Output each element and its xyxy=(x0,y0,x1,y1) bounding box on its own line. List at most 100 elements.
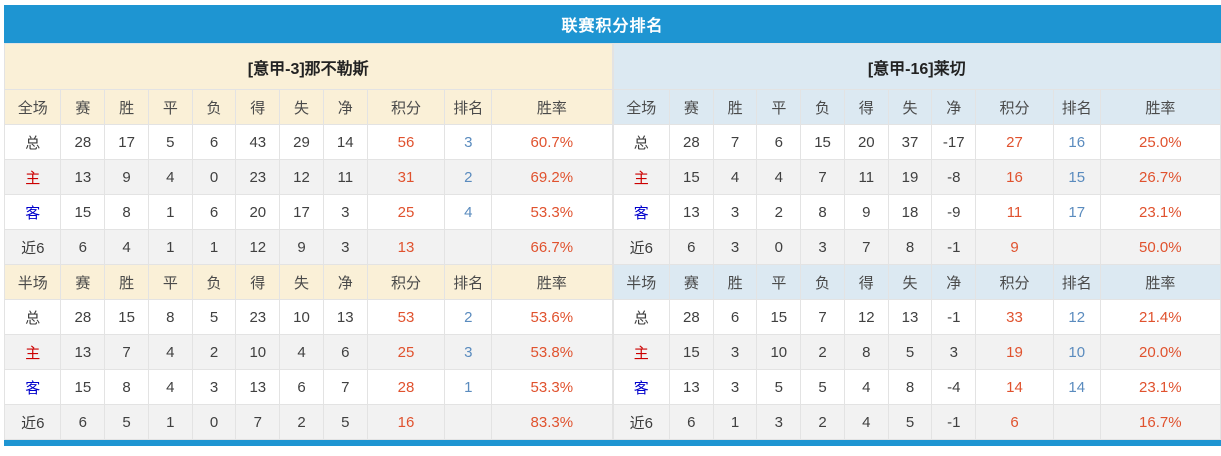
stat-cell: 1 xyxy=(147,229,193,265)
stat-cell: 8 xyxy=(104,369,149,405)
stat-cell: 4 xyxy=(756,159,802,195)
stat-cell: 5 xyxy=(322,404,368,440)
stat-cell: 13 xyxy=(887,299,933,335)
stat-row-away: 客 15 8 4 3 13 6 7 28 1 53.3% xyxy=(3,369,613,405)
winrate-cell: 53.8% xyxy=(491,334,613,370)
stat-cell: 1 xyxy=(712,404,758,440)
row-label: 近6 xyxy=(612,229,670,265)
points-cell: 25 xyxy=(366,334,446,370)
rank-cell: 3 xyxy=(444,334,493,370)
rank-cell: 16 xyxy=(1052,124,1101,160)
stat-cell: 6 xyxy=(191,194,237,230)
stat-cell: 5 xyxy=(800,369,845,405)
winrate-cell: 26.7% xyxy=(1099,159,1221,195)
rank-cell: 3 xyxy=(444,124,493,160)
stat-cell: 8 xyxy=(887,369,933,405)
stat-row-away: 客 13 3 5 5 4 8 -4 14 14 23.1% xyxy=(612,369,1221,405)
team-tables-container: [意甲-3]那不勒斯 全场赛胜平负得失净积分 排名 胜率总 28 17 5 6 43 29 14 56… xyxy=(3,43,1221,440)
column-header: 胜 xyxy=(104,89,149,125)
stat-cell: -1 xyxy=(931,404,977,440)
winrate-cell: 23.1% xyxy=(1099,194,1221,230)
stat-cell: 14 xyxy=(322,124,368,160)
stat-cell: 0 xyxy=(191,404,237,440)
column-header: 平 xyxy=(756,264,802,300)
column-header: 平 xyxy=(147,264,193,300)
stat-cell: 29 xyxy=(279,124,324,160)
points-cell: 56 xyxy=(366,124,446,160)
stat-cell: 3 xyxy=(712,334,758,370)
column-header: 得 xyxy=(235,89,281,125)
row-label: 总 xyxy=(612,124,670,160)
winrate-cell: 25.0% xyxy=(1099,124,1221,160)
column-header: 赛 xyxy=(668,89,714,125)
stat-cell: 6 xyxy=(191,124,237,160)
column-header: 赛 xyxy=(60,264,106,300)
stat-row-home: 主 15 3 10 2 8 5 3 19 10 20.0% xyxy=(612,334,1221,370)
stat-cell: 8 xyxy=(843,334,889,370)
stat-cell: 2 xyxy=(756,194,802,230)
stat-cell: 3 xyxy=(712,229,758,265)
stat-row-away: 客 13 3 2 8 9 18 -9 11 17 23.1% xyxy=(612,194,1221,230)
stat-cell: 6 xyxy=(60,229,106,265)
stat-cell: 1 xyxy=(191,229,237,265)
stat-cell: 6 xyxy=(712,299,758,335)
stat-cell: 13 xyxy=(60,159,106,195)
page-title: 联赛积分排名 xyxy=(561,18,664,35)
stat-cell: 3 xyxy=(191,369,237,405)
left-team-table: [意甲-3]那不勒斯 全场赛胜平负得失净积分 排名 胜率总 28 17 5 6 43 29 14 56… xyxy=(3,43,613,440)
stat-cell: 4 xyxy=(147,369,193,405)
winrate-cell: 53.3% xyxy=(491,369,613,405)
stat-cell: 7 xyxy=(235,404,281,440)
stat-cell: 10 xyxy=(756,334,802,370)
stat-cell: 5 xyxy=(147,124,193,160)
stat-cell: 13 xyxy=(668,369,714,405)
stat-cell: 8 xyxy=(887,229,933,265)
stat-cell: 3 xyxy=(756,404,802,440)
column-header: 积分 xyxy=(366,89,446,125)
rank-cell: 17 xyxy=(1052,194,1101,230)
column-header: 负 xyxy=(800,264,845,300)
right-team-table: [意甲-16]莱切 全场赛胜平负得失净积分 排名 胜率总 28 7 6 15 20 37 -17 27… xyxy=(612,43,1221,440)
rank-cell: 10 xyxy=(1052,334,1101,370)
stat-cell: 3 xyxy=(931,334,977,370)
stat-cell: 6 xyxy=(668,229,714,265)
section-header-row: 全场赛胜平负得失净积分 排名 胜率 xyxy=(3,89,613,125)
winrate-cell: 23.1% xyxy=(1099,369,1221,405)
winrate-cell: 21.4% xyxy=(1099,299,1221,335)
stat-row-recent: 近6 6 3 0 3 7 8 -1 9 50.0% xyxy=(612,229,1221,265)
stat-cell: 6 xyxy=(279,369,324,405)
column-header: 得 xyxy=(843,89,889,125)
page-title-bar: 联赛积分排名 xyxy=(4,5,1221,43)
section-scope-label: 全场 xyxy=(3,89,62,125)
rank-cell: 2 xyxy=(444,299,493,335)
stat-cell: 15 xyxy=(104,299,149,335)
stat-cell: 8 xyxy=(104,194,149,230)
stat-cell: 17 xyxy=(104,124,149,160)
column-header: 失 xyxy=(279,264,324,300)
row-label: 总 xyxy=(612,299,670,335)
row-label: 主 xyxy=(612,334,670,370)
points-cell: 11 xyxy=(975,194,1054,230)
stat-cell: 7 xyxy=(104,334,149,370)
stat-cell: 5 xyxy=(887,334,933,370)
stat-cell: 4 xyxy=(279,334,324,370)
rank-cell: 12 xyxy=(1052,299,1101,335)
points-cell: 13 xyxy=(366,229,446,265)
stat-cell: 5 xyxy=(191,299,237,335)
stat-cell: 13 xyxy=(668,194,714,230)
row-label: 总 xyxy=(3,299,62,335)
column-header: 失 xyxy=(887,264,933,300)
stat-cell: 4 xyxy=(147,159,193,195)
column-header: 失 xyxy=(887,89,933,125)
row-label: 近6 xyxy=(3,229,62,265)
column-header: 得 xyxy=(843,264,889,300)
points-cell: 16 xyxy=(975,159,1054,195)
stat-cell: 23 xyxy=(235,159,281,195)
stat-cell: 4 xyxy=(843,404,889,440)
stat-cell: 3 xyxy=(322,229,368,265)
points-cell: 9 xyxy=(975,229,1054,265)
stat-cell: 6 xyxy=(668,404,714,440)
winrate-cell: 53.6% xyxy=(491,299,613,335)
stat-cell: 17 xyxy=(279,194,324,230)
stat-cell: -1 xyxy=(931,229,977,265)
